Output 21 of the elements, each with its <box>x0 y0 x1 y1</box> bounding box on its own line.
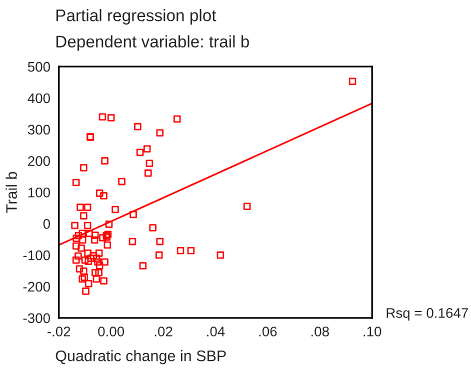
x-tick-label: .02 <box>154 326 172 336</box>
x-tick-label: .04 <box>207 326 225 336</box>
y-tick-label: -200 <box>23 282 50 292</box>
y-axis-title: Trail b <box>6 172 17 213</box>
x-tick-label: .06 <box>259 326 277 336</box>
x-axis-title: Quadratic change in SBP <box>56 350 226 364</box>
y-tick-label: -300 <box>23 313 50 324</box>
x-tick-label: 0.00 <box>98 326 124 336</box>
y-tick-label: 0 <box>43 218 50 229</box>
chart-subtitle: Dependent variable: trail b <box>56 35 249 51</box>
y-tick-label: 100 <box>28 188 50 198</box>
y-tick-label: 400 <box>28 93 50 104</box>
x-tick-label: -.02 <box>48 326 70 336</box>
x-tick-label: .08 <box>312 326 329 336</box>
y-tick-label: 500 <box>28 62 50 72</box>
x-tick-label: .10 <box>364 326 382 336</box>
y-tick-label: -100 <box>23 250 50 260</box>
text: Rsq = 0.1647 <box>386 308 468 321</box>
y-tick-label: 200 <box>28 156 50 166</box>
y-tick-label: 300 <box>28 124 50 135</box>
chart-title: Partial regression plot <box>56 9 216 25</box>
